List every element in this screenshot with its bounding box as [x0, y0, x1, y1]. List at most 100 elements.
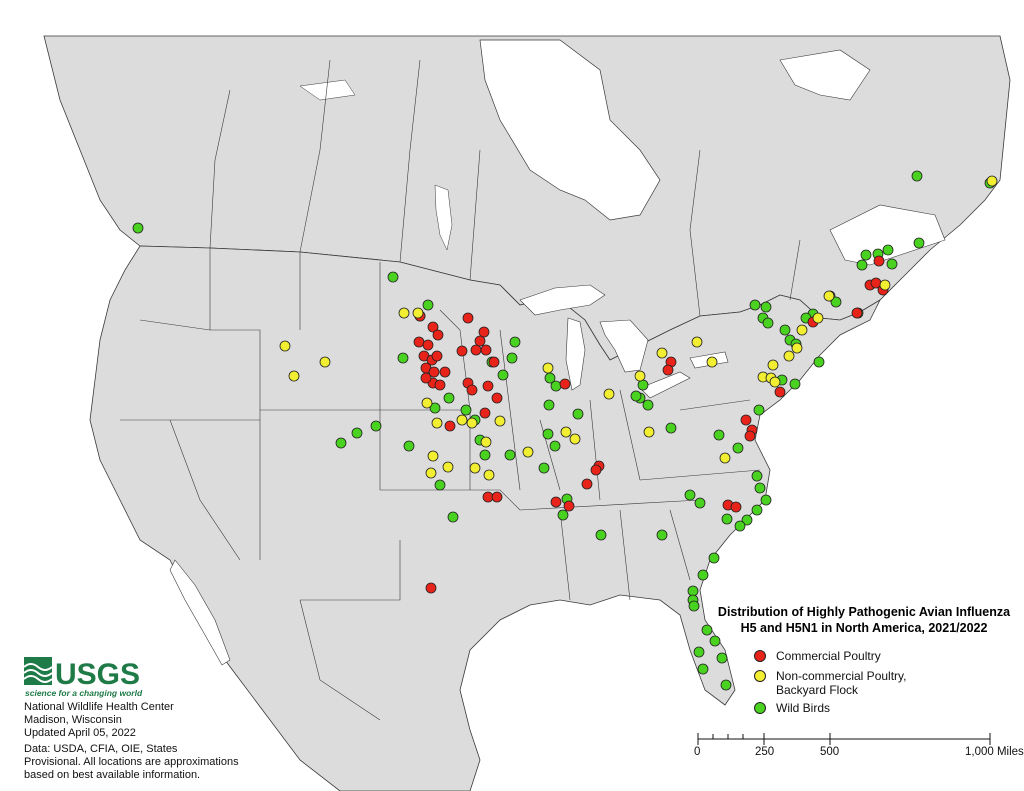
- wild-bird-marker: [751, 504, 763, 516]
- backyard-flock-marker: [796, 324, 808, 336]
- backyard-flock-marker: [706, 356, 718, 368]
- commercial-poultry-marker: [466, 384, 478, 396]
- backyard-flock-marker: [569, 433, 581, 445]
- wild-bird-marker: [447, 511, 459, 523]
- scale-label-250: 250: [755, 746, 775, 758]
- usgs-logo: USGS science for a changing world: [23, 655, 324, 699]
- wild-bird-marker: [642, 399, 654, 411]
- wild-bird-marker: [557, 509, 569, 521]
- commercial-poultry-marker: [456, 345, 468, 357]
- wild-bird-marker: [751, 470, 763, 482]
- wild-bird-marker: [760, 494, 772, 506]
- backyard-flock-marker: [319, 356, 331, 368]
- scale-label-1000: 1,000 Miles: [965, 746, 1024, 758]
- backyard-flock-marker: [425, 467, 437, 479]
- commercial-poultry-marker: [740, 414, 752, 426]
- backyard-flock-marker: [823, 290, 835, 302]
- wild-bird-marker: [637, 379, 649, 391]
- wild-bird-marker: [403, 440, 415, 452]
- commercial-poultry-marker: [491, 392, 503, 404]
- credit-line: based on best available information.: [24, 769, 201, 781]
- usgs-wave-icon: USGS science for a changing world: [23, 657, 143, 698]
- commercial-poultry-marker: [428, 366, 440, 378]
- wild-bird-marker: [665, 422, 677, 434]
- lake-superior: [519, 284, 606, 316]
- green-dot-icon: [754, 702, 766, 714]
- wild-bird-marker: [550, 380, 562, 392]
- wild-bird-marker: [538, 462, 550, 474]
- commercial-poultry-marker: [425, 582, 437, 594]
- backyard-flock-marker: [442, 461, 454, 473]
- credit-line: Updated April 05, 2022: [24, 727, 136, 739]
- svg-text:science for a changing world: science for a changing world: [25, 688, 143, 698]
- wild-bird-marker: [813, 356, 825, 368]
- commercial-poultry-marker: [851, 307, 863, 319]
- backyard-flock-marker: [767, 359, 779, 371]
- lake-michigan: [565, 317, 586, 391]
- backyard-flock-marker: [288, 370, 300, 382]
- red-dot-icon: [754, 650, 766, 662]
- map-legend: Distribution of Highly Pathogenic Avian …: [706, 604, 1022, 720]
- legend-title-line1: Distribution of Highly Pathogenic Avian …: [717, 605, 1011, 619]
- backyard-flock-marker: [986, 175, 998, 187]
- backyard-flock-marker: [691, 336, 703, 348]
- commercial-poultry-marker: [730, 501, 742, 513]
- wild-bird-marker: [886, 258, 898, 270]
- commercial-poultry-marker: [550, 496, 562, 508]
- scale-label-500: 500: [820, 746, 840, 758]
- outbreak-markers: [132, 170, 998, 691]
- commercial-poultry-marker: [422, 339, 434, 351]
- wild-bird-marker: [497, 369, 509, 381]
- backyard-flock-marker: [469, 462, 481, 474]
- credit-line: Data: USDA, CFIA, OIE, States: [24, 743, 178, 755]
- wild-bird-marker: [509, 336, 521, 348]
- backyard-flock-marker: [412, 307, 424, 319]
- backyard-flock-marker: [279, 340, 291, 352]
- wild-bird-marker: [688, 600, 700, 612]
- commercial-poultry-marker: [462, 312, 474, 324]
- commercial-poultry-marker: [482, 491, 494, 503]
- commercial-poultry-marker: [478, 326, 490, 338]
- wild-bird-marker: [479, 449, 491, 461]
- backyard-flock-marker: [431, 417, 443, 429]
- commercial-poultry-marker: [581, 478, 593, 490]
- commercial-poultry-marker: [427, 321, 439, 333]
- commercial-poultry-marker: [439, 366, 451, 378]
- wild-bird-marker: [543, 399, 555, 411]
- credit-line: Provisional. All locations are approxima…: [24, 756, 239, 768]
- commercial-poultry-marker: [479, 407, 491, 419]
- wild-bird-marker: [830, 296, 842, 308]
- wild-bird-marker: [370, 420, 382, 432]
- scale-bar: 0 250 500 1,000 Miles: [680, 720, 1024, 770]
- wild-bird-marker: [443, 392, 455, 404]
- legend-item-wild-birds: Wild Birds: [706, 700, 1022, 720]
- wild-bird-marker: [397, 352, 409, 364]
- wild-bird-marker: [713, 429, 725, 441]
- great-slave-lake: [299, 79, 356, 101]
- wild-bird-marker: [760, 301, 772, 313]
- backyard-flock-marker: [398, 307, 410, 319]
- commercial-poultry-marker: [488, 356, 500, 368]
- wild-bird-marker: [701, 624, 713, 636]
- wild-bird-marker: [741, 514, 753, 526]
- wild-bird-marker: [789, 378, 801, 390]
- commercial-poultry-marker: [774, 386, 786, 398]
- wild-bird-marker: [630, 390, 642, 402]
- backyard-flock-marker: [879, 279, 891, 291]
- commercial-poultry-marker: [470, 344, 482, 356]
- backyard-flock-marker: [466, 417, 478, 429]
- commercial-poultry-marker: [474, 335, 486, 347]
- wild-bird-marker: [856, 259, 868, 271]
- wild-bird-marker: [387, 271, 399, 283]
- backyard-flock-marker: [603, 388, 615, 400]
- wild-bird-marker: [506, 352, 518, 364]
- legend-title-line2: H5 and H5N1 in North America, 2021/2022: [740, 621, 988, 635]
- backyard-flock-marker: [483, 469, 495, 481]
- wild-bird-marker: [549, 440, 561, 452]
- wild-bird-marker: [697, 569, 709, 581]
- wild-bird-marker: [882, 244, 894, 256]
- commercial-poultry-marker: [444, 420, 456, 432]
- wild-bird-marker: [335, 437, 347, 449]
- backyard-flock-marker: [427, 450, 439, 462]
